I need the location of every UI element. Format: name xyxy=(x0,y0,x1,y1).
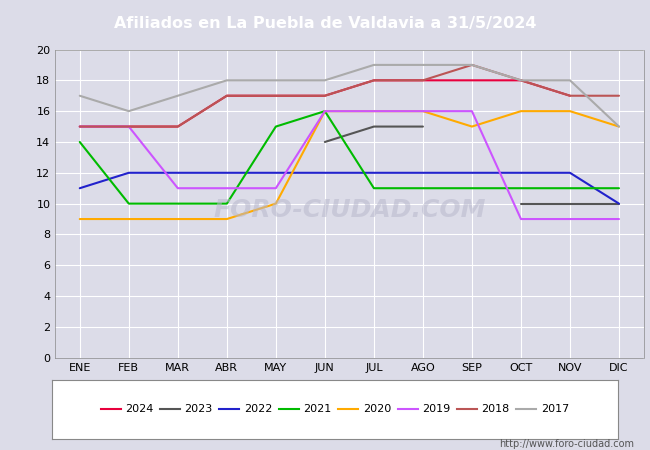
Text: http://www.foro-ciudad.com: http://www.foro-ciudad.com xyxy=(499,439,634,449)
Text: FORO-CIUDAD.COM: FORO-CIUDAD.COM xyxy=(213,198,486,222)
Text: Afiliados en La Puebla de Valdavia a 31/5/2024: Afiliados en La Puebla de Valdavia a 31/… xyxy=(114,16,536,31)
Legend: 2024, 2023, 2022, 2021, 2020, 2019, 2018, 2017: 2024, 2023, 2022, 2021, 2020, 2019, 2018… xyxy=(96,400,573,419)
